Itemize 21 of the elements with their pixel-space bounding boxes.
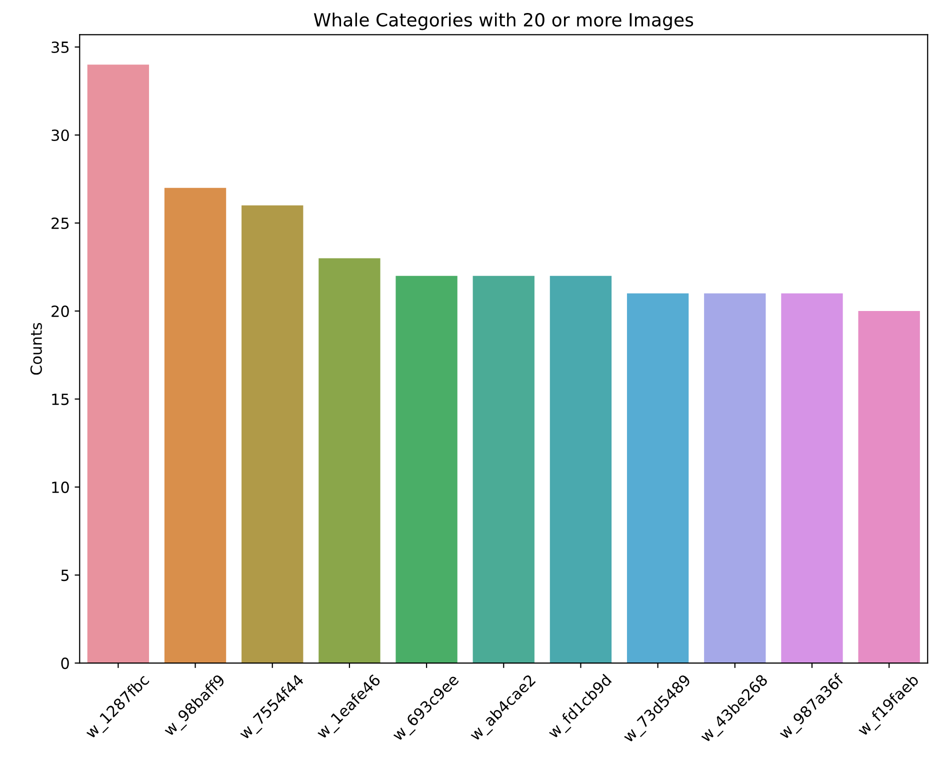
- y-tick-label: 10: [52, 482, 69, 494]
- bar: [472, 276, 534, 664]
- bar: [242, 205, 304, 664]
- bar: [626, 293, 689, 664]
- bar: [318, 258, 380, 664]
- bar: [87, 64, 150, 664]
- y-axis-title: Counts: [30, 322, 42, 375]
- y-tick-label: 0: [61, 658, 69, 670]
- y-tick-label: 25: [52, 217, 69, 230]
- bar: [164, 188, 226, 664]
- y-tick-label: 5: [61, 570, 69, 582]
- y-tick-label: 35: [52, 41, 69, 54]
- bar: [858, 311, 920, 664]
- chart-title: Whale Categories with 20 or more Images: [314, 12, 694, 30]
- bar: [396, 276, 458, 664]
- bar: [781, 293, 843, 664]
- bar: [704, 293, 766, 664]
- bar: [550, 276, 612, 664]
- y-tick-label: 30: [52, 129, 69, 142]
- y-tick-label: 15: [52, 394, 69, 406]
- y-tick-label: 20: [52, 306, 69, 318]
